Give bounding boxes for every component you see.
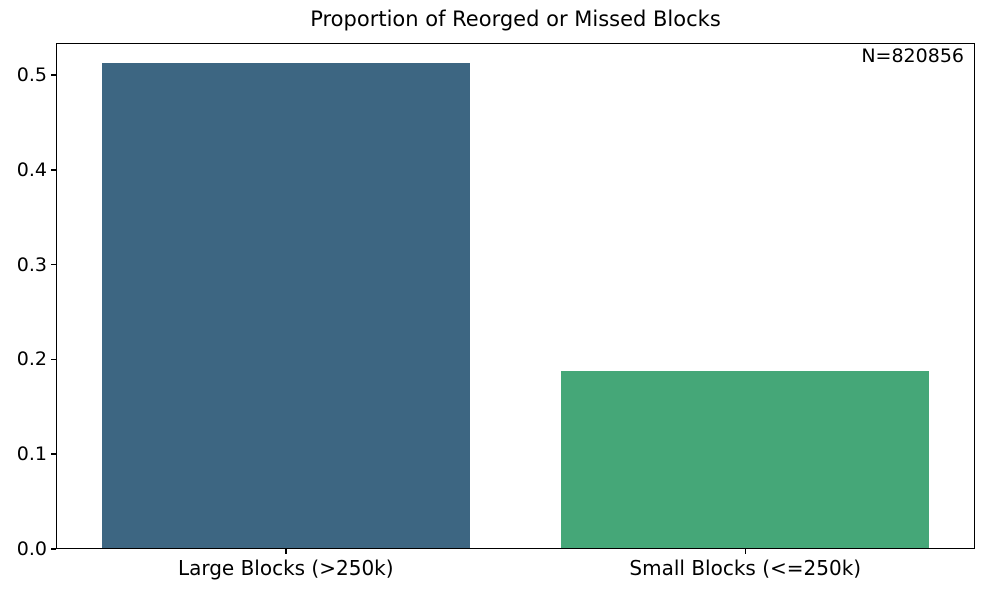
x-axis-tick-label: Large Blocks (>250k) — [177, 556, 394, 580]
y-axis-tick-label: 0.1 — [16, 443, 47, 466]
y-axis-tick-label: 0.0 — [16, 538, 47, 560]
chart-title: Proportion of Reorged or Missed Blocks — [310, 7, 721, 31]
x-axis-tick — [285, 549, 287, 554]
sample-size-annotation: N=820856 — [861, 45, 964, 67]
bar-small-blocks — [561, 370, 930, 549]
x-axis-tick-label: Small Blocks (<=250k) — [629, 556, 862, 580]
y-axis-tick — [51, 74, 56, 76]
y-axis-tick-label: 0.4 — [16, 158, 47, 181]
y-axis-tick-label: 0.2 — [16, 348, 47, 371]
x-axis-tick — [744, 549, 746, 554]
y-axis-tick — [51, 453, 56, 455]
y-axis-tick-label: 0.3 — [16, 253, 47, 276]
y-axis-tick — [51, 169, 56, 171]
y-axis-tick-label: 0.5 — [16, 64, 47, 87]
y-axis-tick — [51, 263, 56, 266]
y-axis-tick — [51, 548, 56, 550]
bar-large-blocks — [101, 62, 470, 549]
plot-area-frame: N=820856 — [56, 43, 975, 549]
y-axis-tick — [51, 358, 56, 361]
